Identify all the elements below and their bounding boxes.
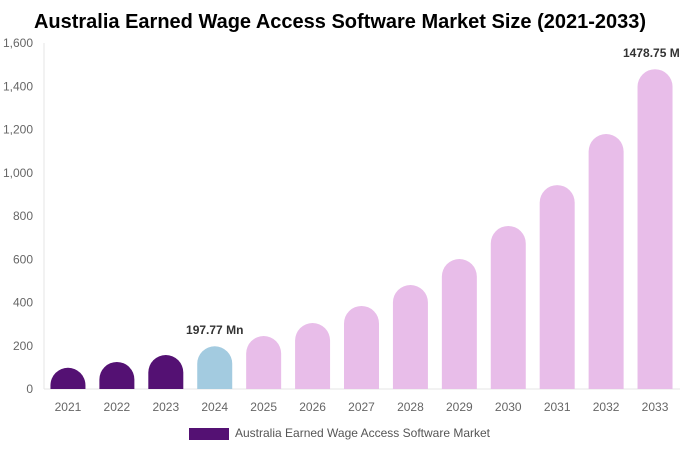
data-label: 1478.75 Mn xyxy=(623,46,680,60)
y-tick-label: 1,200 xyxy=(3,123,33,137)
x-tick-label: 2028 xyxy=(397,400,424,414)
chart-title: Australia Earned Wage Access Software Ma… xyxy=(34,11,646,33)
legend-swatch xyxy=(189,428,229,440)
bar-2031[interactable] xyxy=(539,185,575,389)
bars xyxy=(50,69,673,390)
x-tick-label: 2022 xyxy=(104,400,131,414)
x-tick-label: 2027 xyxy=(348,400,375,414)
x-tick-label: 2030 xyxy=(495,400,522,414)
bar-2021[interactable] xyxy=(50,367,86,389)
bar-2032[interactable] xyxy=(588,134,624,389)
y-tick-label: 1,400 xyxy=(3,79,33,93)
legend[interactable]: Australia Earned Wage Access Software Ma… xyxy=(189,426,491,440)
y-tick-label: 1,000 xyxy=(3,166,33,180)
x-tick-label: 2033 xyxy=(642,400,669,414)
bar-2033[interactable] xyxy=(637,69,673,390)
x-tick-label: 2026 xyxy=(299,400,326,414)
bar-2029[interactable] xyxy=(441,259,477,389)
bar-2026[interactable] xyxy=(295,323,331,389)
bar-2025[interactable] xyxy=(246,336,282,389)
x-tick-label: 2024 xyxy=(201,400,228,414)
bar-2030[interactable] xyxy=(490,225,526,389)
y-tick-label: 400 xyxy=(13,296,33,310)
y-tick-label: 600 xyxy=(13,252,33,266)
y-axis: 0 200 400 600 800 1,000 1,200 1,400 1,600 xyxy=(3,36,680,396)
bar-2024[interactable] xyxy=(197,346,233,389)
x-tick-label: 2029 xyxy=(446,400,473,414)
bar-2023[interactable] xyxy=(148,355,184,389)
x-tick-label: 2032 xyxy=(593,400,620,414)
bar-2028[interactable] xyxy=(392,284,428,389)
y-tick-label: 200 xyxy=(13,339,33,353)
x-tick-label: 2023 xyxy=(152,400,179,414)
y-tick-label: 0 xyxy=(26,382,33,396)
bar-2022[interactable] xyxy=(99,361,135,389)
bar-2027[interactable] xyxy=(344,305,379,389)
x-tick-label: 2031 xyxy=(544,400,571,414)
data-label: 197.77 Mn xyxy=(186,323,243,337)
legend-label: Australia Earned Wage Access Software Ma… xyxy=(235,426,491,440)
x-axis: 2021 2022 2023 2024 2025 2026 2027 2028 2029 2030… xyxy=(55,400,669,414)
x-tick-label: 2025 xyxy=(250,400,277,414)
data-labels: 197.77 Mn 1478.75 Mn xyxy=(186,46,680,337)
y-tick-label: 1,600 xyxy=(3,36,33,50)
y-tick-label: 800 xyxy=(13,209,33,223)
x-tick-label: 2021 xyxy=(55,400,82,414)
